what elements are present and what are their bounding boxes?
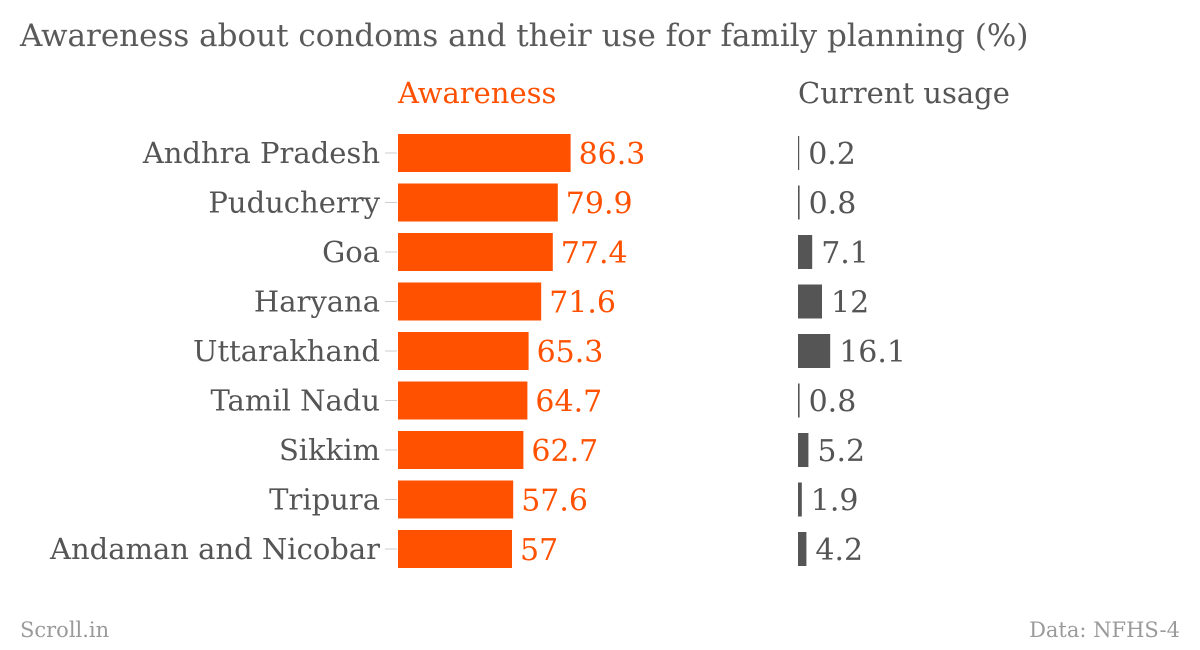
awareness-value-label: 57.6 [521,484,588,519]
legend-current-usage: Current usage [798,76,1010,110]
usage-bar [798,383,800,418]
awareness-bar [398,134,571,172]
category-label: Puducherry [208,186,380,220]
awareness-bar [398,381,528,420]
usage-bar [798,235,813,269]
usage-bar [798,136,800,170]
awareness-bar [398,530,512,568]
usage-bar [798,433,809,467]
category-label: Goa [322,235,380,269]
usage-value-label: 0.8 [809,385,857,420]
usage-bar [798,532,807,566]
usage-value-label: 0.8 [809,187,857,222]
awareness-bar [398,480,514,519]
awareness-value-label: 71.6 [549,286,616,321]
awareness-value-label: 62.7 [531,434,598,469]
usage-value-label: 5.2 [817,434,865,469]
usage-bar [798,185,800,220]
category-label: Tripura [269,483,380,517]
category-label: Andhra Pradesh [142,136,380,170]
usage-value-label: 4.2 [815,533,863,568]
category-label: Haryana [254,285,380,319]
awareness-bar [398,183,558,222]
footer-credit: Data: NFHS-4 [1029,618,1180,642]
awareness-value-label: 64.7 [535,385,602,420]
legend-awareness: Awareness [397,76,556,110]
usage-value-label: 7.1 [821,236,869,271]
awareness-value-label: 77.4 [561,236,628,271]
usage-bar [798,334,831,368]
usage-bar [798,284,822,319]
usage-value-label: 0.2 [808,137,856,172]
usage-bar [798,482,802,517]
chart-title: Awareness about condoms and their use fo… [20,18,1029,54]
usage-value-label: 16.1 [839,335,906,370]
category-label: Tamil Nadu [210,384,380,418]
awareness-bar [398,431,524,469]
awareness-value-label: 57 [520,533,558,568]
footer-source: Scroll.in [20,618,110,642]
awareness-bar [398,233,553,271]
usage-value-label: 1.9 [811,484,859,519]
awareness-bar [398,332,529,370]
awareness-value-label: 79.9 [566,187,633,222]
category-label: Sikkim [279,433,380,467]
awareness-value-label: 65.3 [537,335,604,370]
category-label: Andaman and Nicobar [49,532,380,566]
usage-value-label: 12 [831,286,869,321]
awareness-bar [398,282,542,321]
category-label: Uttarakhand [193,334,380,368]
awareness-value-label: 86.3 [579,137,646,172]
